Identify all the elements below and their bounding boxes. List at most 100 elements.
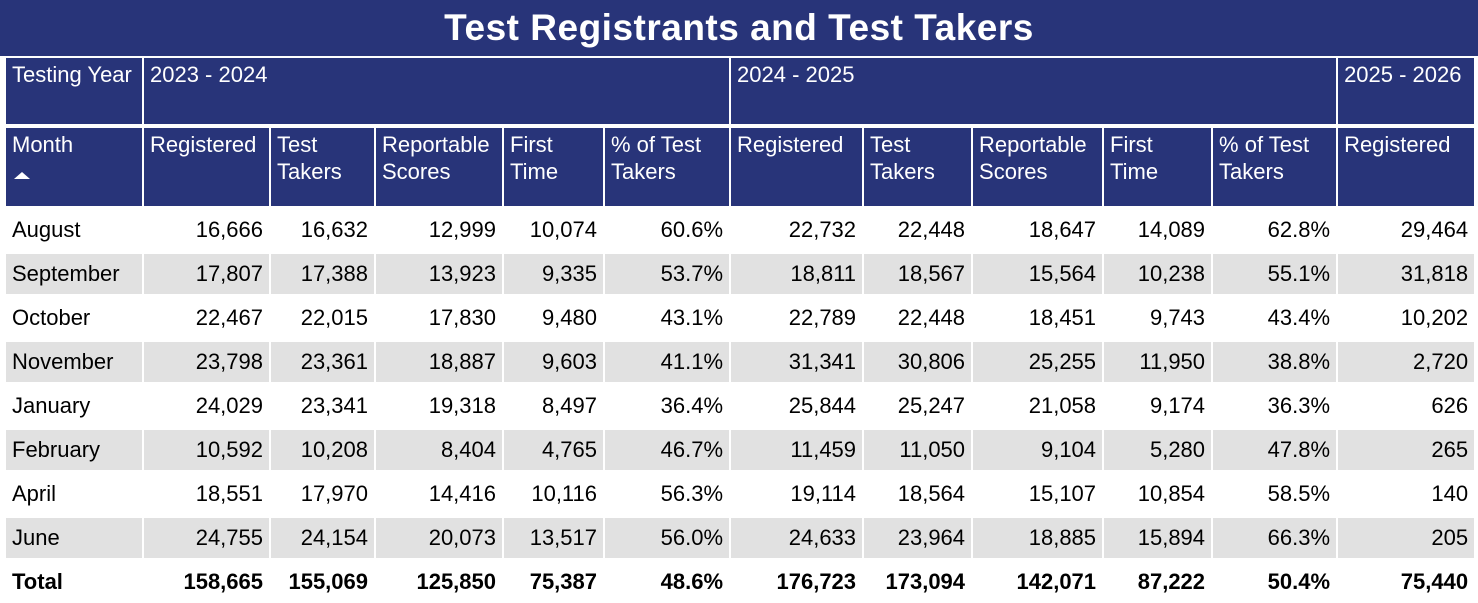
value-cell: 2,720 [1338,338,1475,382]
value-cell: 29,464 [1338,206,1475,250]
value-cell: 31,341 [731,338,865,382]
value-cell: 18,564 [864,470,974,514]
column-header[interactable]: Registered [144,128,271,206]
column-header[interactable]: Test Takers [271,128,376,206]
table-row: October 22,467 22,015 17,830 9,480 43.1% 22,78… [6,294,1475,338]
value-cell: 11,050 [864,426,974,470]
column-header[interactable]: Registered [731,128,865,206]
total-value-cell: 75,387 [504,558,605,602]
column-header[interactable]: First Time [504,128,605,206]
year-header-2023-2024[interactable]: 2023 - 2024 [144,58,732,128]
value-cell: 18,887 [376,338,504,382]
value-cell: 16,632 [271,206,376,250]
value-cell: 15,107 [973,470,1105,514]
value-cell: 60.6% [605,206,732,250]
year-header-2024-2025[interactable]: 2024 - 2025 [731,58,1339,128]
total-value-cell: 48.6% [605,558,732,602]
month-cell: October [6,294,144,338]
value-cell: 9,603 [504,338,605,382]
total-value-cell: 142,071 [973,558,1105,602]
value-cell: 11,950 [1104,338,1214,382]
table-row: September 17,807 17,388 13,923 9,335 53.7% 18,… [6,250,1475,294]
value-cell: 58.5% [1213,470,1339,514]
value-cell: 24,633 [731,514,865,558]
month-cell: January [6,382,144,426]
value-cell: 5,280 [1104,426,1214,470]
value-cell: 43.4% [1213,294,1339,338]
value-cell: 8,404 [376,426,504,470]
value-cell: 18,567 [864,250,974,294]
value-cell: 15,894 [1104,514,1214,558]
value-cell: 30,806 [864,338,974,382]
table-body: August 16,666 16,632 12,999 10,074 60.6% 22,73… [6,206,1475,602]
value-cell: 25,844 [731,382,865,426]
sort-ascending-icon[interactable] [14,172,30,179]
month-cell: September [6,250,144,294]
value-cell: 15,564 [973,250,1105,294]
value-cell: 265 [1338,426,1475,470]
total-label: Total [6,558,144,602]
value-cell: 10,116 [504,470,605,514]
table-row: November 23,798 23,361 18,887 9,603 41.1% 31,3… [6,338,1475,382]
value-cell: 22,467 [144,294,271,338]
total-value-cell: 125,850 [376,558,504,602]
month-cell: June [6,514,144,558]
value-cell: 17,830 [376,294,504,338]
testing-year-label: Testing Year [6,58,144,128]
month-cell: August [6,206,144,250]
value-cell: 19,318 [376,382,504,426]
total-value-cell: 176,723 [731,558,865,602]
total-value-cell: 173,094 [864,558,974,602]
value-cell: 62.8% [1213,206,1339,250]
value-cell: 21,058 [973,382,1105,426]
total-value-cell: 158,665 [144,558,271,602]
column-header[interactable]: % of Test Takers [1213,128,1339,206]
value-cell: 205 [1338,514,1475,558]
value-cell: 9,104 [973,426,1105,470]
value-cell: 14,416 [376,470,504,514]
value-cell: 41.1% [605,338,732,382]
column-header-row: Month Registered Test Takers Reportable … [6,128,1475,206]
value-cell: 9,174 [1104,382,1214,426]
value-cell: 36.3% [1213,382,1339,426]
column-header[interactable]: Reportable Scores [376,128,504,206]
total-value-cell: 87,222 [1104,558,1214,602]
title-bar: Test Registrants and Test Takers [0,0,1478,56]
value-cell: 13,517 [504,514,605,558]
total-value-cell: 155,069 [271,558,376,602]
value-cell: 25,247 [864,382,974,426]
value-cell: 24,029 [144,382,271,426]
column-header[interactable]: Test Takers [864,128,974,206]
value-cell: 20,073 [376,514,504,558]
value-cell: 8,497 [504,382,605,426]
table-row: January 24,029 23,341 19,318 8,497 36.4% 25,84… [6,382,1475,426]
value-cell: 36.4% [605,382,732,426]
value-cell: 53.7% [605,250,732,294]
value-cell: 18,885 [973,514,1105,558]
value-cell: 25,255 [973,338,1105,382]
total-value-cell: 75,440 [1338,558,1475,602]
month-column-header[interactable]: Month [6,128,144,206]
value-cell: 19,114 [731,470,865,514]
value-cell: 10,854 [1104,470,1214,514]
value-cell: 140 [1338,470,1475,514]
column-header[interactable]: Registered [1338,128,1475,206]
table-row: August 16,666 16,632 12,999 10,074 60.6% 22,73… [6,206,1475,250]
value-cell: 43.1% [605,294,732,338]
value-cell: 46.7% [605,426,732,470]
value-cell: 66.3% [1213,514,1339,558]
value-cell: 9,743 [1104,294,1214,338]
value-cell: 23,964 [864,514,974,558]
value-cell: 4,765 [504,426,605,470]
column-header[interactable]: First Time [1104,128,1214,206]
value-cell: 22,448 [864,206,974,250]
value-cell: 23,361 [271,338,376,382]
column-header[interactable]: % of Test Takers [605,128,732,206]
value-cell: 17,970 [271,470,376,514]
month-cell: February [6,426,144,470]
column-header[interactable]: Reportable Scores [973,128,1105,206]
report-title: Test Registrants and Test Takers [444,7,1034,48]
month-cell: April [6,470,144,514]
value-cell: 24,755 [144,514,271,558]
year-header-2025-2026[interactable]: 2025 - 2026 [1338,58,1475,128]
